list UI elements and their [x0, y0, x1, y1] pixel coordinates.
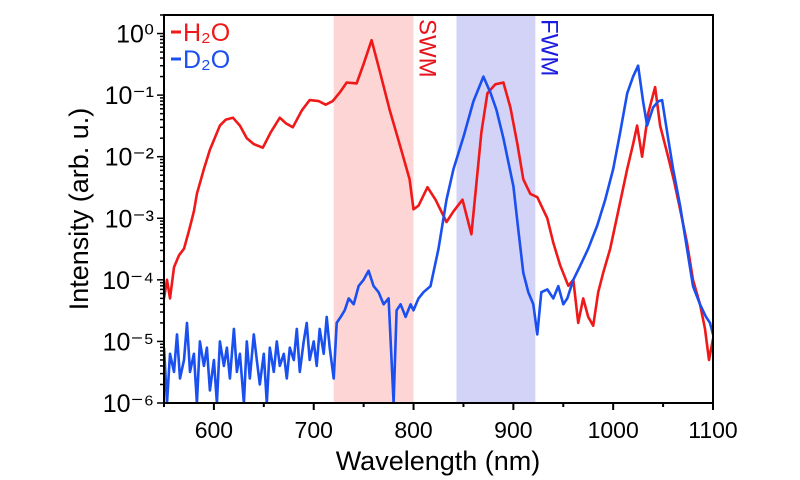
y-tick-label: 10⁻³	[105, 205, 154, 233]
legend-label: H₂O	[183, 19, 230, 47]
series-line-h2o	[164, 38, 713, 362]
shaded-regions	[333, 15, 536, 403]
y-tick-label: 10⁻⁴	[102, 267, 154, 295]
plot-frame	[163, 14, 714, 404]
shaded-region-fwm	[456, 15, 536, 403]
series-line-d2o	[164, 64, 713, 403]
legend-label: D₂O	[183, 46, 230, 74]
x-tick-label: 600	[195, 417, 233, 443]
region-label-fwm: FWM	[535, 19, 562, 76]
y-axis-title: Intensity (arb. u.)	[64, 108, 94, 311]
shaded-region-swm	[333, 15, 414, 403]
x-tick-label: 700	[295, 417, 333, 443]
series-group	[164, 38, 713, 403]
x-tick-label: 1000	[588, 417, 639, 443]
region-label-swm: SWM	[414, 19, 441, 78]
y-tick-label: 10⁻²	[105, 144, 154, 172]
x-axis-title: Wavelength (nm)	[336, 446, 541, 476]
y-tick-label: 10⁻⁵	[103, 328, 154, 356]
y-tick-label: 10⁰	[116, 21, 154, 49]
x-tick-label: 1100	[688, 417, 737, 443]
axis-ticks: 600 700 800 900 1000 1100 10⁰ 10⁻¹ 10⁻² 10⁻³ 10⁻⁴ 1…	[102, 14, 738, 443]
y-tick-label: 10⁻⁶	[103, 390, 154, 418]
y-tick-label: 10⁻¹	[105, 82, 154, 110]
x-tick-label: 800	[394, 417, 432, 443]
x-tick-label: 900	[494, 417, 532, 443]
